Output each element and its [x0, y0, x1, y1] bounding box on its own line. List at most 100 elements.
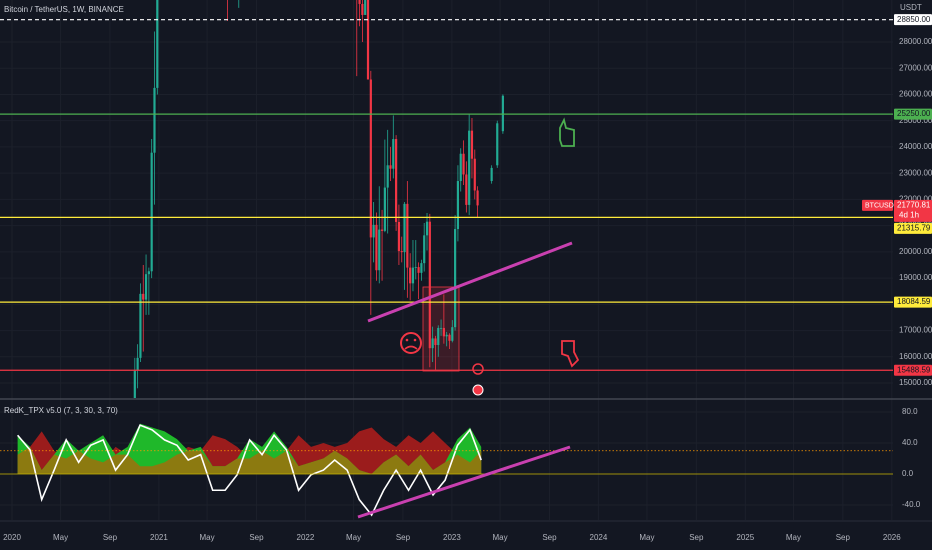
candle-body — [439, 327, 443, 329]
candle-body — [136, 357, 139, 371]
x-tick-label: Sep — [103, 533, 118, 542]
candle-body — [501, 95, 504, 132]
candle-body — [156, 0, 159, 88]
y-tick-label: 25000.00 — [899, 116, 932, 125]
y-tick-label: 15000.00 — [899, 378, 932, 387]
candle-body — [456, 181, 460, 230]
candle-body — [442, 327, 445, 337]
x-tick-label: May — [639, 533, 654, 542]
x-tick-label: 2022 — [297, 533, 315, 542]
sad-face — [400, 332, 422, 354]
price-tag-label: 21770.81 — [897, 201, 931, 210]
level-tag-label: 18084.59 — [897, 297, 931, 306]
y-tick-label: 16000.00 — [899, 352, 932, 361]
x-tick-label: May — [786, 533, 801, 542]
candle-body — [147, 271, 150, 275]
level-tag — [894, 108, 932, 120]
symbol-tag — [862, 199, 893, 211]
indicator-pane — [0, 423, 893, 517]
candle-body — [153, 87, 156, 153]
y-tick-label: 26000.00 — [899, 90, 932, 99]
level-tag — [894, 14, 932, 26]
symbol-tag-label: BTCUSDT — [865, 202, 899, 209]
candle-body — [150, 152, 153, 272]
x-tick-label: 2026 — [883, 533, 901, 542]
x-tick-label: 2020 — [3, 533, 21, 542]
candle-body — [437, 327, 440, 346]
candle-body — [383, 187, 386, 231]
currency: USDT — [900, 3, 922, 12]
countdown: 4d 1h — [899, 211, 919, 220]
candle-body — [423, 235, 426, 264]
candle-body — [454, 229, 457, 328]
candle-body — [490, 167, 493, 182]
x-tick-label: 2024 — [590, 533, 608, 542]
candle-body — [496, 123, 499, 166]
candle-body — [403, 203, 406, 253]
level-tag — [894, 296, 932, 308]
x-tick-label: Sep — [396, 533, 411, 542]
price-pane — [0, 0, 893, 398]
y-tick-label: 80.0 — [902, 407, 918, 416]
thumb-up-icon — [559, 117, 575, 147]
symbol-title: Bitcoin / TetherUS, 1W, BINANCE — [4, 5, 124, 14]
y-tick-label: 20000.00 — [899, 247, 932, 256]
candle-body — [428, 221, 431, 349]
candle-body — [358, 0, 361, 4]
candle-body — [473, 158, 476, 191]
candle-body — [445, 334, 448, 337]
x-tick-label: 2021 — [150, 533, 168, 542]
level-tag-label: 28850.00 — [897, 15, 931, 24]
candle-body — [400, 251, 403, 253]
overlap-area — [17, 446, 482, 474]
tpx-line — [17, 424, 482, 517]
candle-body — [468, 130, 471, 205]
price-tag — [894, 199, 932, 222]
y-tick-label: 28000.00 — [899, 37, 932, 46]
candle-body — [434, 338, 437, 346]
candle-body — [431, 338, 434, 349]
x-tick-label: May — [200, 533, 215, 542]
x-tick-label: Sep — [249, 533, 264, 542]
candle-body — [372, 224, 375, 238]
candle-body — [397, 221, 401, 252]
candle-body — [414, 267, 417, 268]
candle-body — [361, 3, 364, 15]
x-tick-label: Sep — [689, 533, 704, 542]
candle-body — [476, 190, 479, 206]
event-icon — [472, 384, 484, 396]
candle-body — [420, 263, 423, 273]
price-axis — [893, 0, 932, 550]
y-tick-label: 23000.00 — [899, 168, 932, 177]
thumb-down-icon — [561, 340, 580, 368]
x-tick-label: Sep — [542, 533, 557, 542]
candle-body — [451, 327, 454, 341]
candle-body — [459, 153, 462, 182]
level-tag-label: 21315.79 — [897, 224, 931, 233]
candle-body — [142, 293, 145, 300]
y-tick-label: 0.0 — [902, 469, 914, 478]
level-tag — [894, 364, 932, 376]
candle-body — [470, 130, 474, 159]
y-tick-label: 40.0 — [902, 438, 918, 447]
candle-body — [389, 165, 392, 169]
candle-body — [386, 165, 389, 188]
y-tick-label: 19000.00 — [899, 273, 932, 282]
candle-body — [409, 267, 412, 284]
candle-body — [417, 267, 420, 273]
y-tick-label: 27000.00 — [899, 63, 932, 72]
y-tick-label: 17000.00 — [899, 326, 932, 335]
y-tick-label: -40.0 — [902, 500, 921, 509]
x-tick-label: 2023 — [443, 533, 461, 542]
candle-body — [139, 293, 142, 358]
axes: 2020 May Sep 2021 May Sep 2022 May Sep 2023 May Sep… — [3, 14, 932, 542]
candle-body — [364, 0, 367, 15]
indicator-title: RedK_TPX v5.0 (7, 3, 30, 3, 70) — [4, 406, 118, 415]
x-tick-label: May — [493, 533, 508, 542]
candle-body — [406, 203, 409, 268]
x-tick-label: May — [346, 533, 361, 542]
candle-body — [425, 221, 429, 236]
candle-body — [465, 174, 468, 205]
